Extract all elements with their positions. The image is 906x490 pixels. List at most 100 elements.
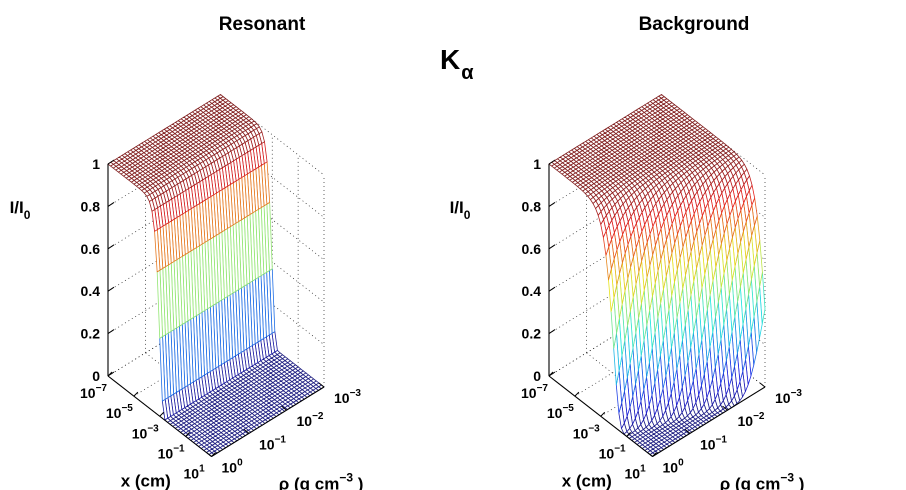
z-tick — [548, 329, 556, 335]
rho-tick-label: 100 — [663, 458, 685, 476]
z-tick — [548, 286, 556, 292]
rho-tick-exponent: 0 — [678, 458, 684, 469]
z-tick-label: 0.6 — [81, 241, 101, 257]
z-tick-label: 0.4 — [81, 283, 101, 299]
z-tick-label: 0.8 — [81, 198, 101, 214]
panel-title: Resonant — [219, 14, 306, 35]
z-tick-label: 0.2 — [522, 326, 542, 342]
x-tick-exponent: −5 — [562, 403, 574, 414]
x-tick-exponent: 1 — [199, 464, 205, 475]
rho-tick — [206, 452, 212, 457]
x-tick — [185, 432, 190, 437]
rho-tick-exponent: −3 — [791, 388, 803, 399]
x-tick — [600, 411, 606, 417]
x-tick-exponent: −5 — [121, 403, 133, 414]
figure-title: Kα — [440, 44, 500, 104]
z-tick-label: 0.6 — [522, 241, 542, 257]
z-tick-label: 0.8 — [522, 198, 542, 214]
rho-axis-label-close: ) — [353, 474, 363, 490]
z-tick — [548, 201, 556, 207]
z-tick — [107, 286, 115, 292]
rho-tick-label: 10−1 — [700, 434, 727, 452]
panel-title: Background — [639, 14, 750, 35]
rho-axis-label-exponent: −3 — [339, 470, 353, 484]
rho-tick — [318, 382, 325, 388]
x-axis-label: x (cm) — [562, 471, 612, 490]
x-tick — [574, 391, 580, 397]
x-tick-exponent: −3 — [147, 423, 159, 434]
rho-tick — [647, 452, 653, 457]
x-tick-label: 10−1 — [599, 443, 626, 461]
z-axis-label: I/I0 — [10, 198, 31, 222]
rho-tick-exponent: −2 — [312, 411, 324, 422]
surface-mesh — [107, 94, 325, 457]
rho-axis-label-exponent: −3 — [780, 470, 794, 484]
z-tick — [107, 244, 115, 250]
x-tick-label: 10−1 — [158, 443, 185, 461]
x-tick-exponent: −1 — [614, 443, 626, 454]
rho-axis-line — [652, 386, 766, 457]
rho-tick-exponent: −3 — [350, 388, 362, 399]
x-tick-label: 10−7 — [80, 383, 107, 401]
x-axis-label: x (cm) — [121, 471, 171, 490]
rho-tick — [243, 428, 250, 434]
x-tick-exponent: −7 — [96, 383, 108, 394]
z-axis-label-subscript: 0 — [464, 208, 471, 222]
x-tick — [211, 452, 216, 457]
figure-title-subscript: α — [461, 62, 474, 84]
x-tick-label: 10−5 — [106, 403, 133, 421]
rho-tick — [281, 405, 287, 411]
rho-tick-label: 10−2 — [297, 411, 324, 429]
z-tick — [107, 329, 115, 335]
surface-mesh — [548, 94, 766, 457]
rho-axis-label-close: ) — [794, 474, 804, 490]
z-tick — [107, 159, 115, 165]
rho-tick-label: 10−2 — [738, 411, 765, 429]
z-tick-label: 1 — [533, 156, 541, 172]
x-tick-exponent: −7 — [537, 383, 549, 394]
x-tick-label: 10−3 — [573, 423, 600, 441]
z-tick-label: 0 — [92, 368, 100, 384]
z-axis-label-subscript: 0 — [24, 208, 31, 222]
x-tick-label: 10−5 — [547, 403, 574, 421]
x-tick-label: 101 — [625, 464, 647, 482]
rho-axis-label: ρ (g cm−3 ) — [279, 470, 364, 490]
background-panel: Background00.20.40.60.81I/I010−710−510−3… — [450, 14, 805, 490]
x-tick-label: 10−3 — [132, 423, 159, 441]
x-tick — [652, 452, 657, 457]
rho-tick-exponent: −2 — [753, 411, 765, 422]
z-tick — [548, 244, 556, 250]
rho-tick — [684, 428, 691, 434]
z-tick-label: 0 — [533, 368, 541, 384]
z-tick-label: 0.4 — [522, 283, 542, 299]
x-tick — [626, 432, 631, 437]
resonant-panel: Resonant00.20.40.60.81I/I010−710−510−310… — [10, 14, 364, 490]
z-tick-label: 1 — [92, 156, 100, 172]
x-tick — [133, 391, 139, 397]
rho-axis-label: ρ (g cm−3 ) — [720, 470, 805, 490]
x-tick-label: 10−7 — [521, 383, 548, 401]
x-tick — [548, 371, 554, 377]
x-tick-exponent: −1 — [173, 443, 185, 454]
z-axis-label: I/I0 — [450, 198, 471, 222]
z-tick — [107, 201, 115, 207]
rho-tick — [722, 405, 728, 411]
rho-tick-label: 10−3 — [775, 388, 802, 406]
rho-axis-line — [211, 386, 325, 457]
z-tick — [548, 159, 556, 165]
rho-tick-exponent: 0 — [237, 458, 243, 469]
rho-tick-label: 10−3 — [334, 388, 361, 406]
figure-title-main: K — [440, 44, 461, 75]
x-tick-exponent: 1 — [640, 464, 646, 475]
rho-tick-label: 10−1 — [259, 434, 286, 452]
rho-tick — [759, 382, 766, 388]
x-tick — [107, 371, 113, 377]
rho-tick-exponent: −1 — [275, 434, 287, 445]
x-tick-exponent: −3 — [588, 423, 600, 434]
rho-tick-label: 100 — [222, 458, 244, 476]
rho-tick-exponent: −1 — [716, 434, 728, 445]
z-tick-label: 0.2 — [81, 326, 101, 342]
x-tick — [159, 411, 165, 417]
x-tick-label: 101 — [184, 464, 206, 482]
